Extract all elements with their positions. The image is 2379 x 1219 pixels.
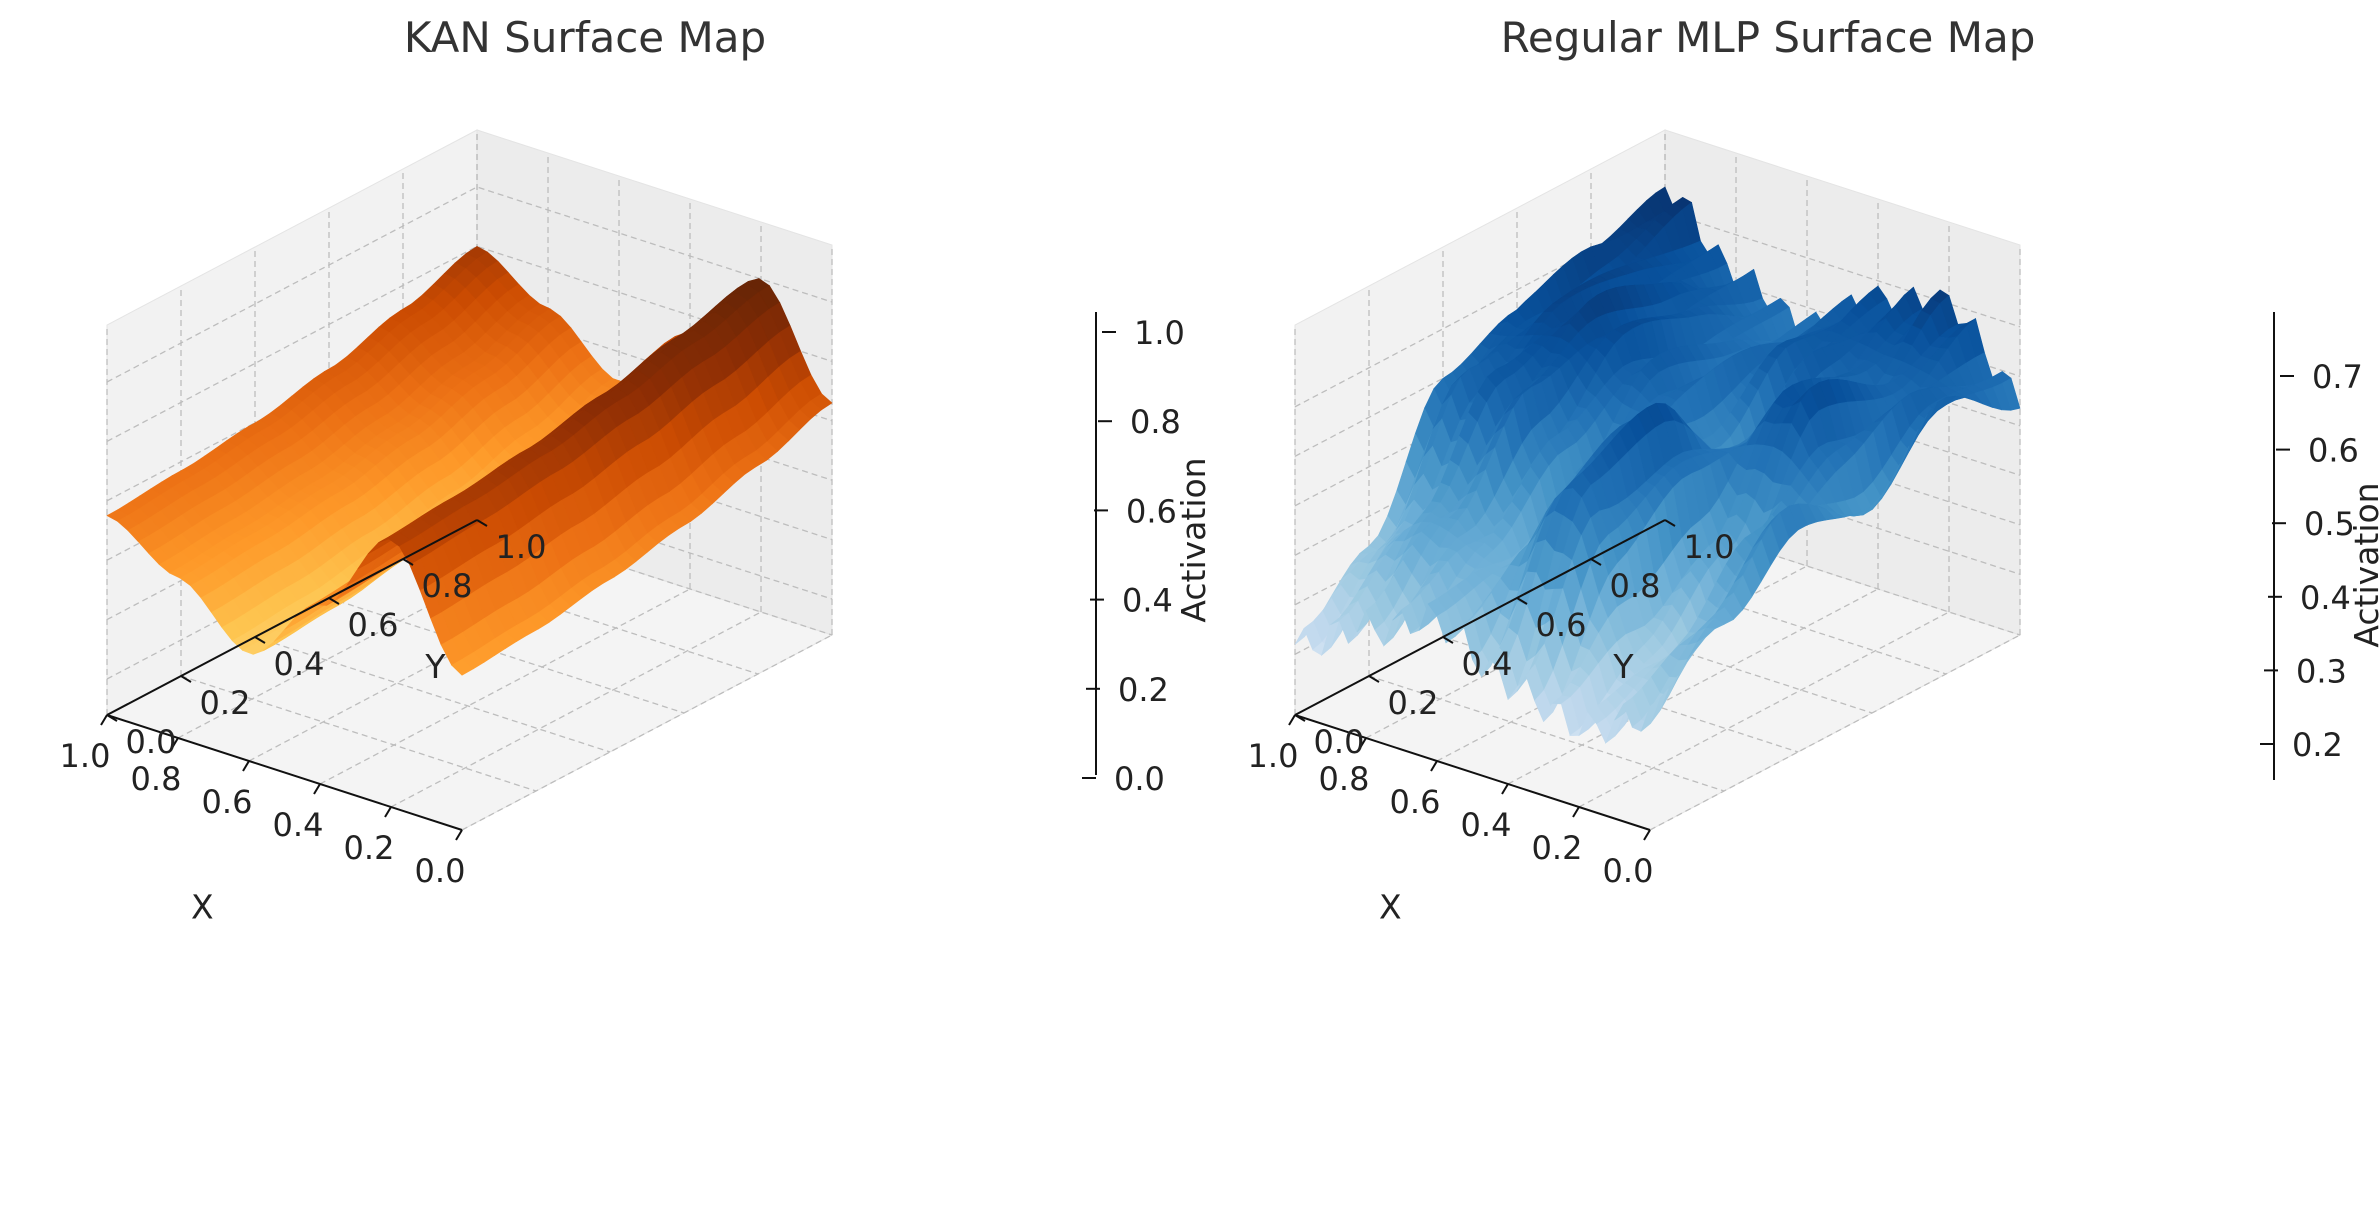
x-axis-label: X [1379,887,1402,926]
chart-title: KAN Surface Map [404,13,766,62]
x-tick-mark [1572,806,1580,818]
y-tick-mark [1590,558,1602,566]
z-tick-label: 0.5 [2304,505,2355,543]
x-tick-mark [313,783,321,795]
y-tick-mark [1442,636,1454,644]
gridline [328,597,685,714]
gridline [254,636,611,753]
x-tick-mark [1643,829,1651,841]
x-tick-label: 1.0 [60,737,111,775]
surface [1294,186,2021,744]
y-tick-mark [180,675,192,683]
z-tick-label: 0.2 [2292,726,2343,764]
ticks: 0.0 0.2 0.4 0.6 0.8 1.0 0.0 0.2 0.4 0.6 0.8 1.0 0.2 0… [1248,358,2363,890]
y-tick-mark [1294,714,1306,722]
y-tick-label: 0.0 [126,723,177,761]
y-tick-label: 0.2 [1388,684,1439,722]
axes [106,312,1097,831]
y-tick-mark [328,597,340,605]
y-tick-mark [1664,519,1676,527]
y-tick-mark [254,636,266,644]
y-tick-mark [1516,597,1528,605]
y-tick-label: 1.0 [496,528,547,566]
z-tick-label: 0.6 [2308,432,2359,470]
y-axis-line [106,519,478,716]
chart-title: Regular MLP Surface Map [1501,13,2036,62]
y-tick-mark [106,714,118,722]
x-tick-mark [384,806,392,818]
y-tick-label: 0.2 [200,684,251,722]
z-axis-label: Activation [2347,482,2379,647]
z-axis-label: Activation [1174,457,1213,622]
y-tick-label: 0.8 [1610,567,1661,605]
z-tick-label: 1.0 [1134,314,1185,352]
surface-cell [451,658,474,676]
y-tick-label: 0.4 [274,645,325,683]
ticks: 0.00.20.40.60.81.0 0.00.20.40.60.81.00.00… [60,314,1185,890]
x-tick-mark [171,737,179,749]
z-tick-label: 0.7 [2312,358,2363,396]
y-tick-label: 0.4 [1462,645,1513,683]
y-tick-label: 0.6 [1536,606,1587,644]
y-tick-label: 0.6 [348,606,399,644]
x-tick-label: 0.6 [202,783,253,821]
axes [1294,312,2275,831]
x-tick-label: 0.0 [415,852,466,890]
y-tick-mark [402,558,414,566]
z-tick-label: 0.4 [1122,582,1173,620]
x-axis-line [1294,714,1651,831]
y-tick-mark [476,519,488,527]
gridline [1368,675,1725,792]
x-tick-label: 1.0 [1248,737,1299,775]
surface-cell [1640,698,1660,733]
x-tick-mark [1359,737,1367,749]
y-tick-label: 1.0 [1684,528,1735,566]
z-tick-label: 0.3 [2296,652,2347,690]
y-axis-label: Y [1612,647,1634,686]
x-tick-label: 0.8 [131,760,182,798]
mlp-surface-chart: Regular MLP Surface Map 0.0 0.2 0.4 0.6 0.8 1.… [1248,13,2379,926]
y-axis-label: Y [424,647,446,686]
z-tick-label: 0.2 [1118,671,1169,709]
y-axis-line [1294,519,1666,716]
x-tick-mark [100,714,108,726]
gridline [180,675,537,792]
x-tick-label: 0.4 [273,806,324,844]
x-tick-mark [1288,714,1296,726]
z-tick-label: 0.4 [2300,579,2351,617]
x-tick-label: 0.0 [1603,852,1654,890]
x-tick-mark [1430,760,1438,772]
x-tick-label: 0.4 [1461,806,1512,844]
z-tick-label: 0.8 [1130,403,1181,441]
kan-surface-chart: KAN Surface Map 0.0 0.2 0.4 0.6 0.8 1.0 0.0 0.2 0… [60,13,1213,926]
x-axis-label: X [191,887,214,926]
z-tick-label: 0.0 [1114,760,1165,798]
x-tick-label: 0.2 [344,829,395,867]
y-tick-mark [1368,675,1380,683]
x-tick-label: 0.8 [1319,760,1370,798]
x-tick-label: 0.2 [1532,829,1583,867]
x-tick-label: 0.6 [1390,783,1441,821]
y-tick-label: 0.8 [422,567,473,605]
x-tick-mark [242,760,250,772]
z-tick-label: 0.6 [1126,492,1177,530]
x-axis-line [106,714,463,831]
x-tick-mark [455,829,463,841]
x-tick-mark [1501,783,1509,795]
y-tick-label: 0.0 [1314,723,1365,761]
